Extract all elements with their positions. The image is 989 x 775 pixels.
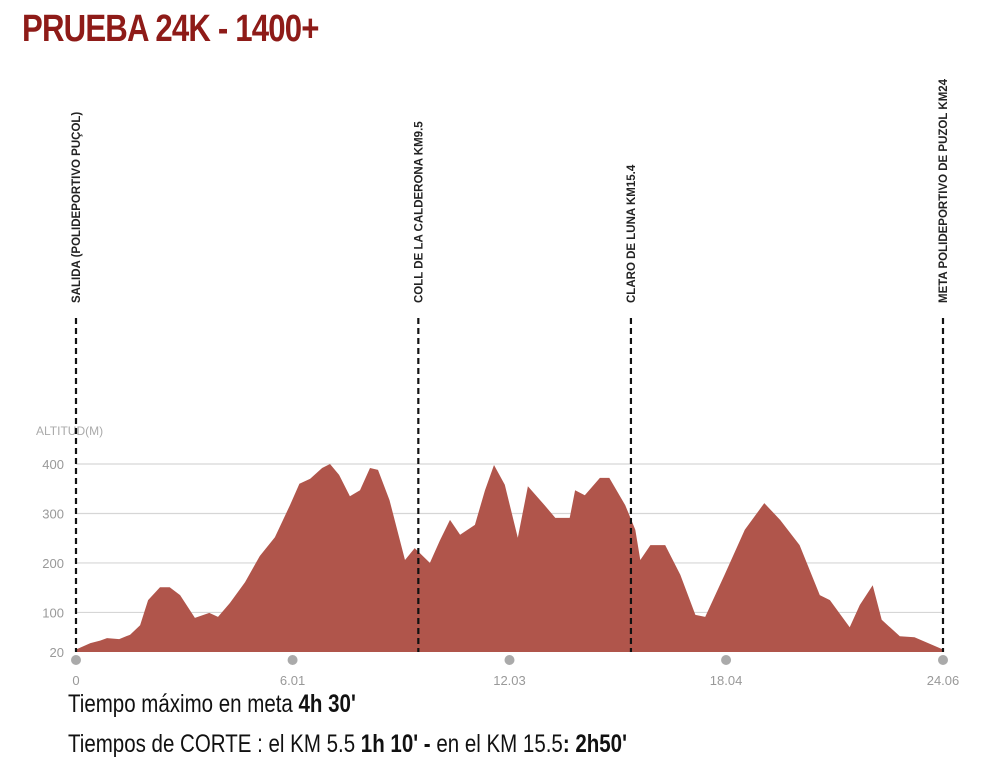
cutoff-label-1: Tiempos de CORTE : el KM 5.5 xyxy=(68,730,361,758)
cutoff-value-2: : 2h50' xyxy=(562,730,627,758)
y-axis-label: ALTITUD(M) xyxy=(36,424,103,438)
elevation-area xyxy=(76,464,943,652)
x-tick-dot xyxy=(71,655,81,665)
y-tick-label: 400 xyxy=(42,457,64,472)
y-tick-label: 20 xyxy=(50,645,64,660)
x-tick-dot xyxy=(721,655,732,665)
x-tick-dot xyxy=(287,655,298,665)
y-tick-label: 100 xyxy=(42,605,64,620)
chart-title: PRUEBA 24K - 1400+ xyxy=(22,8,320,50)
checkpoint-label: META POLIDEPORTIVO DE PUZOL KM24 xyxy=(938,78,950,303)
x-tick-label: 18.04 xyxy=(710,673,743,688)
x-tick-label: 24.06 xyxy=(927,673,960,688)
x-tick-label: 0 xyxy=(72,673,79,688)
max-time-note: Tiempo máximo en meta 4h 30' xyxy=(68,690,356,719)
checkpoint-label: COLL DE LA CALDERONA KM9.5 xyxy=(413,121,425,303)
checkpoint-label: SALIDA (POLIDEPORTIVO PUÇOL) xyxy=(71,112,83,303)
cutoff-label-2: en el KM 15.5 xyxy=(430,730,563,758)
checkpoint-label: CLARO DE LUNA KM15.4 xyxy=(626,164,638,303)
x-tick-dot xyxy=(504,655,515,665)
cutoff-value-1: 1h 10' - xyxy=(360,730,431,758)
x-tick-label: 12.03 xyxy=(493,673,526,688)
x-tick-label: 6.01 xyxy=(280,673,305,688)
cutoff-times-note: Tiempos de CORTE : el KM 5.5 1h 10' - en… xyxy=(68,730,627,759)
elevation-chart: 20 100 200 300 400 ALTITUD(M) 0 6.01 12.03 18.04 2… xyxy=(36,78,960,688)
y-tick-label: 300 xyxy=(42,506,64,521)
max-time-label: Tiempo máximo en meta xyxy=(68,690,299,718)
y-tick-label: 200 xyxy=(42,556,64,571)
x-tick-dot xyxy=(938,655,948,665)
max-time-value: 4h 30' xyxy=(298,690,356,718)
